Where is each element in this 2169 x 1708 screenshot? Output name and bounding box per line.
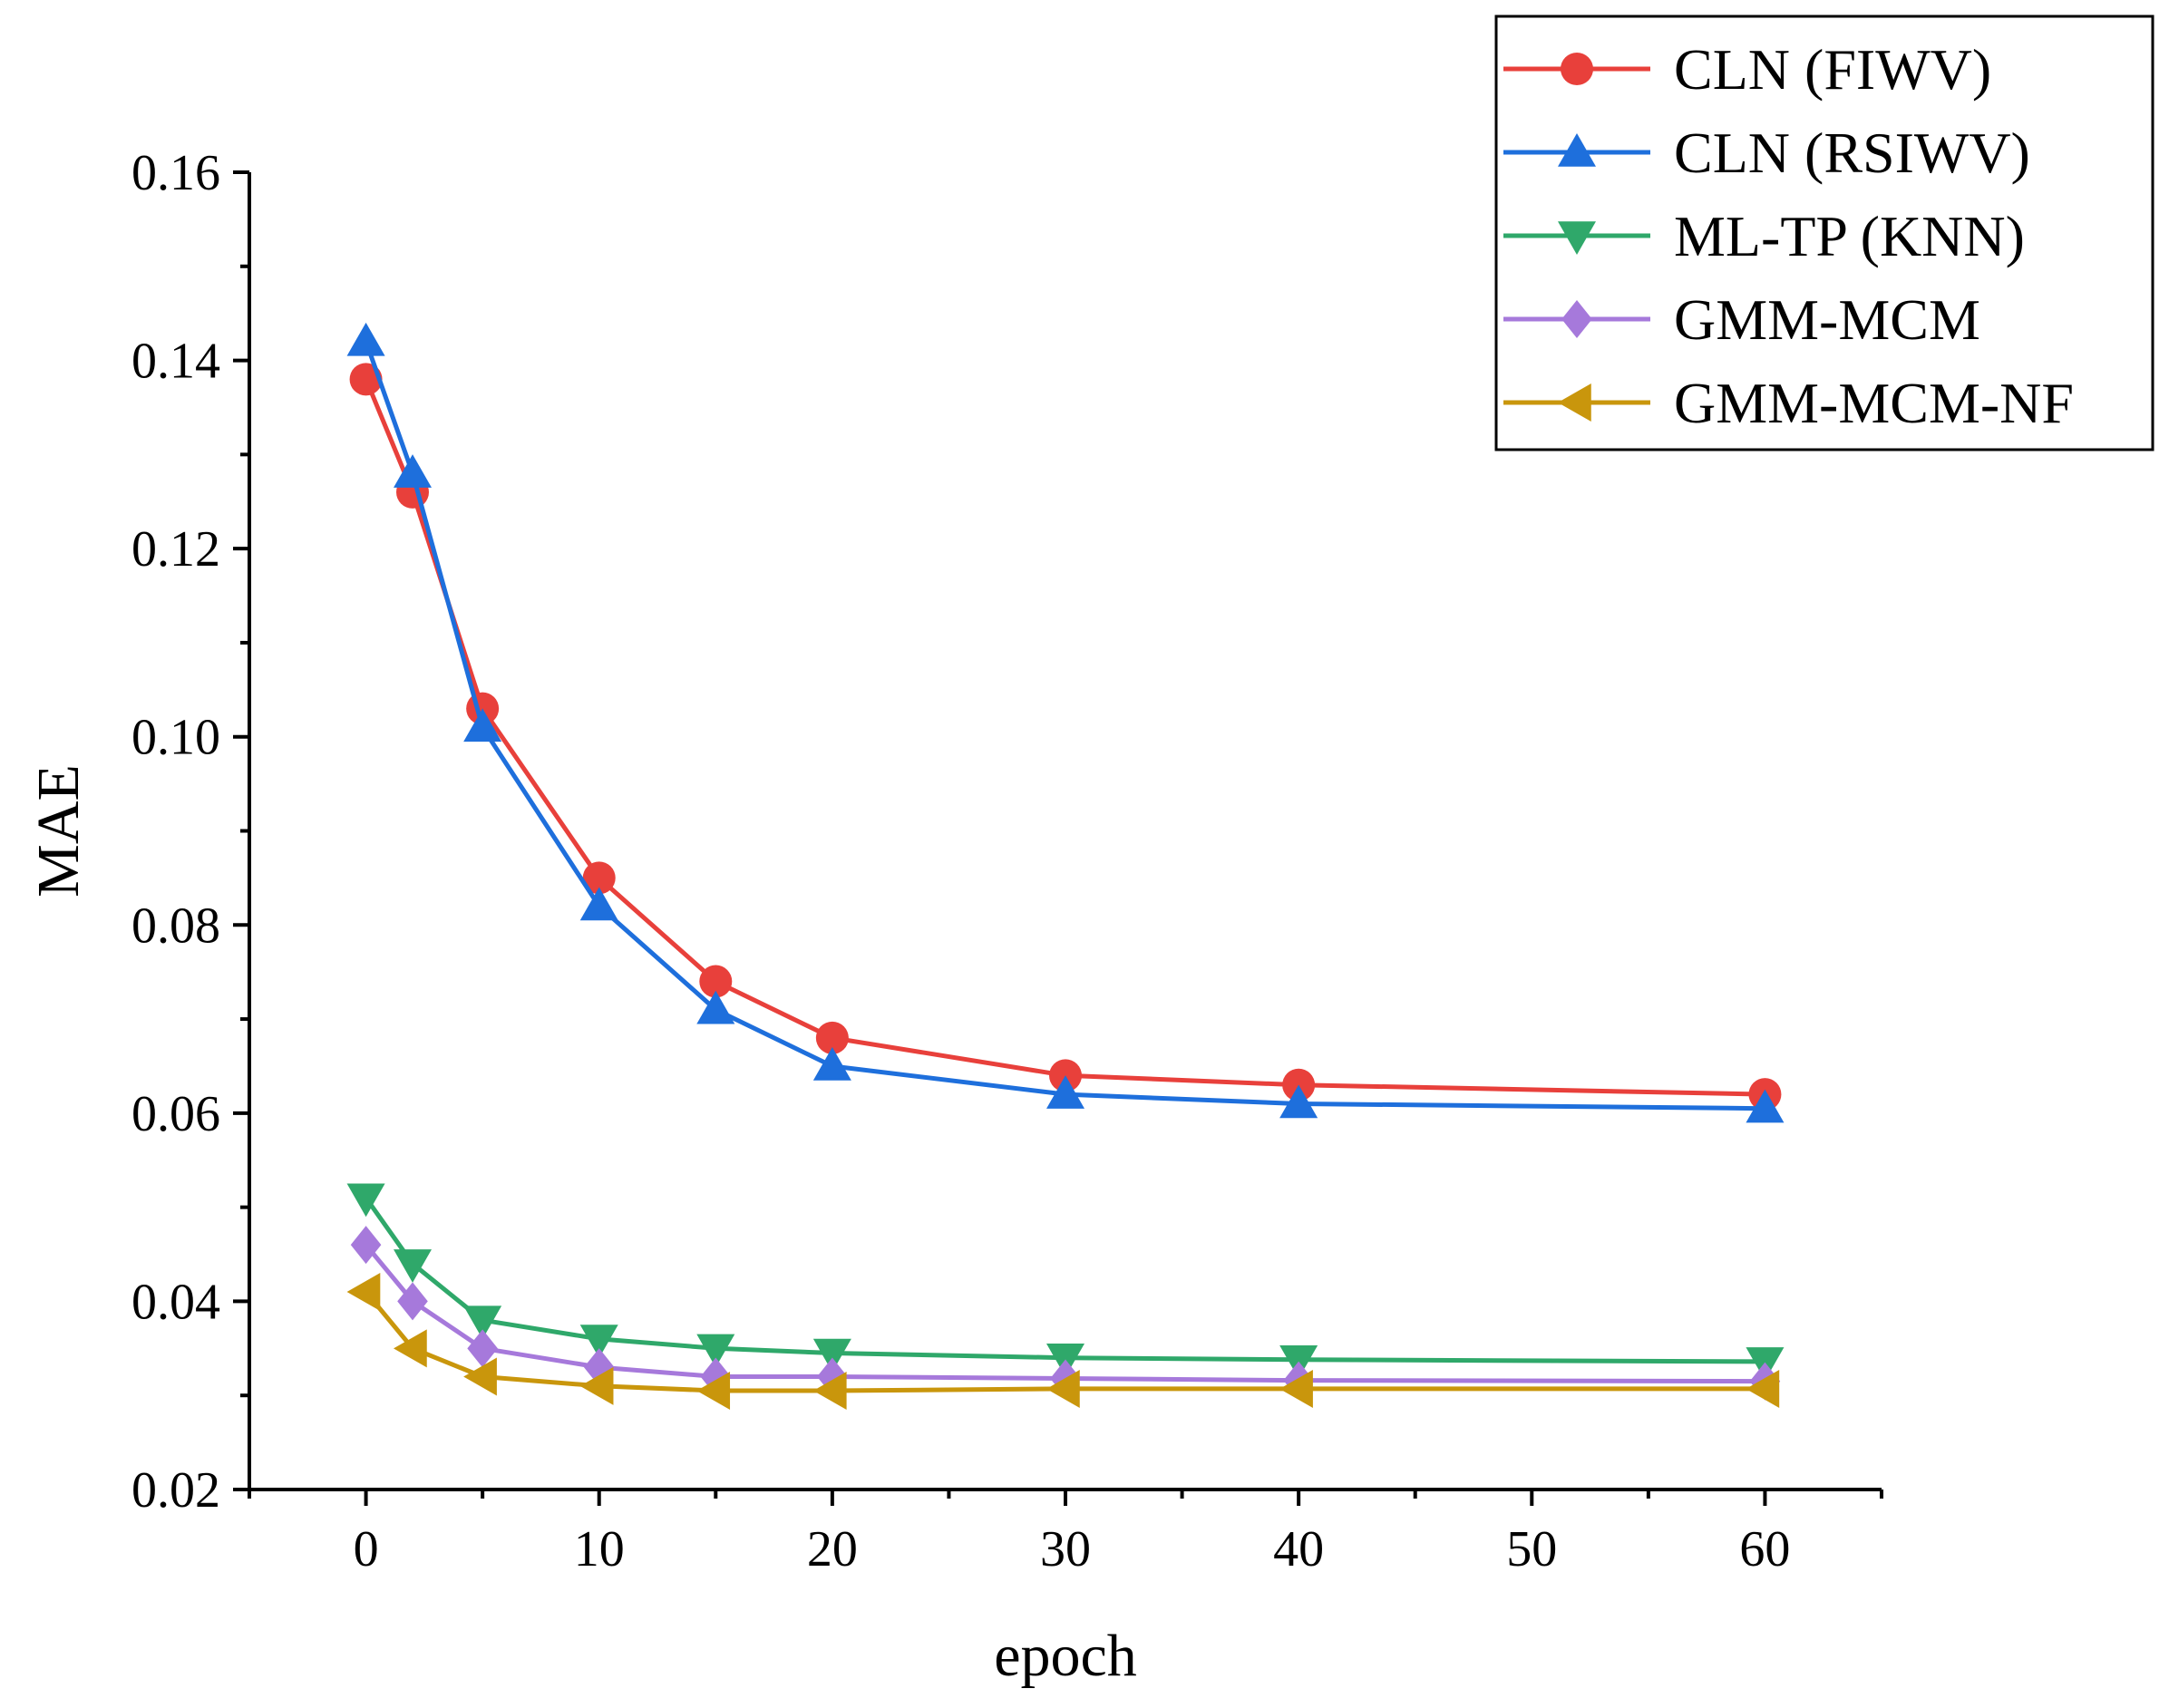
- data-point: [463, 1305, 502, 1340]
- legend-marker: [1558, 133, 1596, 167]
- series-0: [349, 363, 1782, 1111]
- data-point: [467, 1329, 498, 1368]
- data-point: [696, 1372, 731, 1411]
- x-tick-label: 30: [1040, 1521, 1091, 1577]
- y-tick-label: 0.04: [131, 1274, 220, 1330]
- data-point: [1279, 1369, 1313, 1408]
- series-line: [364, 378, 1765, 1097]
- legend-label: GMM-MCM: [1674, 287, 1980, 352]
- data-point: [350, 1226, 382, 1265]
- series-1: [346, 322, 1785, 1123]
- x-axis-title: epoch: [994, 1623, 1137, 1689]
- x-tick-label: 40: [1273, 1521, 1324, 1577]
- legend-item: GMM-MCM-NF: [1503, 371, 2074, 435]
- series-line: [364, 340, 1765, 1111]
- y-axis-title: MAE: [25, 764, 92, 898]
- legend-item: ML-TP (KNN): [1503, 204, 2025, 268]
- series-layer: [346, 322, 1785, 1411]
- y-tick-label: 0.12: [131, 521, 220, 577]
- data-point: [1279, 1084, 1318, 1119]
- data-point: [394, 1249, 432, 1283]
- data-point: [582, 861, 616, 895]
- data-point: [394, 1329, 427, 1368]
- y-tick-label: 0.10: [131, 710, 220, 766]
- data-point: [579, 887, 618, 921]
- legend-item: GMM-MCM: [1503, 287, 1980, 352]
- data-point: [463, 708, 502, 742]
- legend-box: [1494, 15, 2154, 451]
- data-point: [1746, 1369, 1780, 1408]
- series-2: [346, 1183, 1785, 1381]
- data-point: [1046, 1369, 1080, 1408]
- data-point: [815, 1021, 849, 1054]
- legend-label: CLN (RSIWV): [1674, 121, 2030, 185]
- x-tick-label: 10: [574, 1521, 625, 1577]
- series-3: [350, 1226, 1781, 1401]
- data-point: [463, 1357, 497, 1396]
- data-point: [812, 1338, 851, 1373]
- x-tick-label: 20: [807, 1521, 858, 1577]
- y-tick-label: 0.14: [131, 334, 220, 390]
- legend: CLN (FIWV) CLN (RSIWV) ML-TP (KNN) GMM-MCM G…: [1494, 15, 2154, 451]
- series-line: [364, 1196, 1765, 1364]
- x-tick-label: 60: [1739, 1521, 1790, 1577]
- legend-label: ML-TP (KNN): [1674, 204, 2025, 268]
- y-tick-label: 0.02: [131, 1462, 220, 1519]
- data-point: [1746, 1089, 1785, 1123]
- data-point: [696, 1334, 735, 1368]
- data-point: [394, 454, 432, 488]
- data-point: [397, 1282, 428, 1321]
- series-4: [346, 1273, 1780, 1411]
- data-point: [1046, 1075, 1084, 1109]
- legend-marker: [1561, 53, 1593, 85]
- legend-marker: [1558, 383, 1591, 422]
- data-point: [346, 1183, 385, 1218]
- y-tick-label: 0.16: [131, 145, 220, 201]
- legend-marker: [1561, 300, 1592, 338]
- x-tick-label: 0: [354, 1521, 379, 1577]
- legend-label: GMM-MCM-NF: [1674, 371, 2074, 435]
- data-point: [696, 990, 735, 1024]
- legend-item: CLN (RSIWV): [1503, 121, 2030, 185]
- y-tick-label: 0.08: [131, 898, 220, 954]
- legend-marker: [1558, 221, 1596, 255]
- data-point: [812, 1046, 851, 1081]
- y-tick-label: 0.06: [131, 1086, 220, 1142]
- legend-item: CLN (FIWV): [1503, 37, 1991, 102]
- data-point: [579, 1366, 614, 1405]
- data-point: [812, 1372, 847, 1411]
- data-point: [346, 1273, 381, 1312]
- data-point: [699, 965, 733, 998]
- axes: 0.02 0.04 0.06 0.08 0.10 0.12 0.14 0.16 0 10 20 30 4…: [131, 145, 1883, 1577]
- x-tick-label: 50: [1506, 1521, 1557, 1577]
- data-point: [579, 1325, 618, 1358]
- data-point: [346, 322, 385, 356]
- legend-label: CLN (FIWV): [1674, 37, 1991, 102]
